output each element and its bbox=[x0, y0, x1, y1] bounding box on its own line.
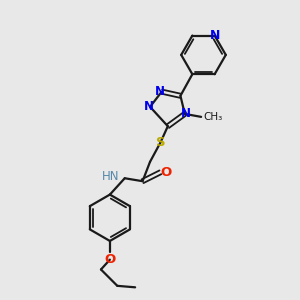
Text: N: N bbox=[155, 85, 165, 98]
Text: O: O bbox=[104, 253, 116, 266]
Text: N: N bbox=[181, 107, 191, 120]
Text: O: O bbox=[160, 166, 171, 179]
Text: N: N bbox=[144, 100, 154, 113]
Text: HN: HN bbox=[102, 170, 119, 183]
Text: N: N bbox=[209, 29, 220, 42]
Text: S: S bbox=[156, 136, 165, 149]
Text: CH₃: CH₃ bbox=[203, 112, 223, 122]
